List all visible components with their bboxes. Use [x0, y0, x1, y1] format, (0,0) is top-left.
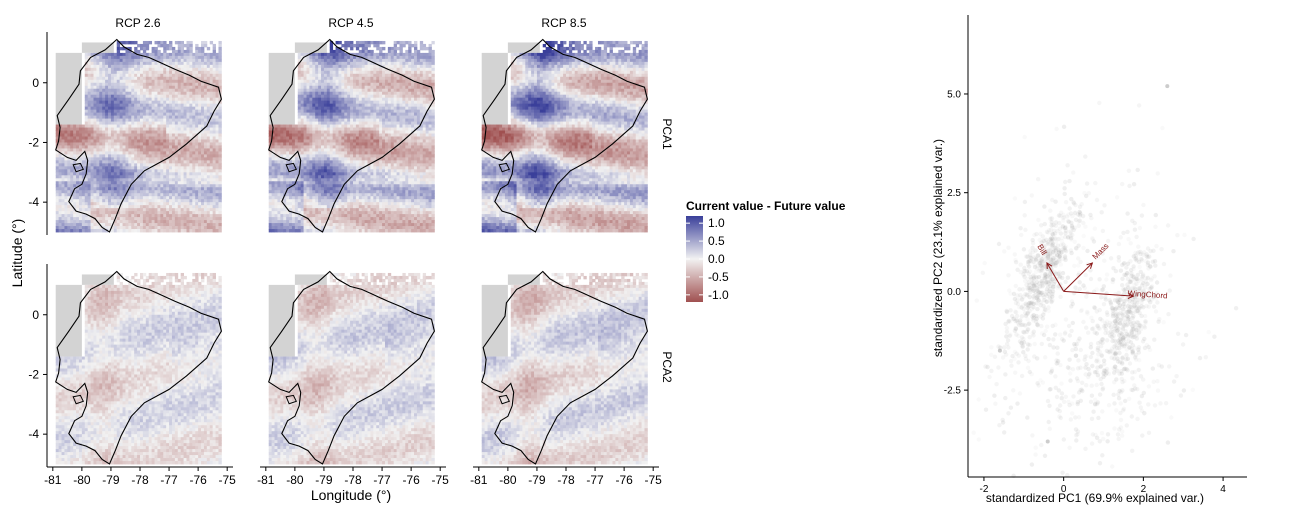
x-axis-title-maps: Longitude (°)	[311, 487, 391, 503]
y-tick-label: -4	[28, 195, 39, 209]
x-tick-label: -79	[528, 473, 546, 487]
legend: Current value - Future value 1.0 0.5 0.0 -0…	[686, 199, 846, 302]
strip-label-pca1: PCA1	[660, 118, 674, 150]
map-panel-pca1-1	[269, 40, 435, 233]
pca-y-tick-label: 0.0	[947, 287, 961, 298]
y-tick-label: -2	[28, 367, 39, 381]
legend-label: -1.0	[708, 288, 729, 302]
pca-x-axis-title: standardized PC1 (69.9% explained var.)	[986, 491, 1204, 505]
map-panel-pca2-1	[269, 272, 435, 465]
y-tick-label: -2	[28, 135, 39, 149]
x-tick-label: -78	[557, 473, 575, 487]
x-tick-label: -75	[645, 473, 663, 487]
x-tick-label: -76	[615, 473, 633, 487]
x-tick-label: -78	[344, 473, 362, 487]
strip-label-rcp45: RCP 4.5	[328, 16, 373, 30]
loading-label: Mass	[1091, 241, 1111, 261]
y-tick-label: -4	[28, 427, 39, 441]
x-tick-label: -77	[586, 473, 604, 487]
x-tick-label: -77	[160, 473, 178, 487]
na-region	[56, 285, 82, 357]
x-tick-label: -81	[470, 473, 488, 487]
x-tick-label: -80	[73, 473, 91, 487]
na-region	[295, 42, 327, 52]
map-panel-pca2-0	[56, 272, 222, 465]
na-region	[269, 285, 295, 357]
na-region	[482, 285, 508, 357]
legend-label: 0.0	[708, 252, 725, 266]
na-region	[269, 53, 295, 125]
pca-ticks: -2 0 2 4-2.50.02.55.0	[944, 89, 1227, 495]
strip-label-pca2: PCA2	[660, 351, 674, 383]
x-tick-label: -77	[373, 473, 391, 487]
na-region	[295, 274, 327, 284]
x-tick-label: -75	[219, 473, 237, 487]
legend-label: 1.0	[708, 216, 725, 230]
na-region	[82, 274, 114, 284]
pca-y-tick-label: 2.5	[947, 188, 961, 199]
map-panel-pca1-0	[56, 40, 222, 233]
y-axis-title-maps: Latitude (°)	[9, 219, 25, 288]
pca-y-tick-label: 5.0	[947, 89, 961, 100]
pca-points	[972, 84, 1239, 478]
legend-label: 0.5	[708, 234, 725, 248]
x-tick-label: -79	[102, 473, 120, 487]
legend-label: -0.5	[708, 270, 729, 284]
map-panel-pca2-2	[482, 272, 648, 465]
x-tick-label: -76	[402, 473, 420, 487]
x-tick-label: -81	[44, 473, 62, 487]
na-region	[82, 42, 114, 52]
strip-label-rcp26: RCP 2.6	[115, 16, 160, 30]
na-region	[482, 53, 508, 125]
pca-x-tick-label: 4	[1220, 484, 1226, 495]
y-tick-label: 0	[32, 308, 39, 322]
facet-grid	[56, 40, 648, 465]
na-region	[508, 274, 540, 284]
x-tick-label: -76	[189, 473, 207, 487]
map-panel-pca1-2	[482, 40, 648, 233]
x-tick-label: -78	[131, 473, 149, 487]
strip-label-rcp85: RCP 8.5	[541, 16, 586, 30]
y-tick-label: 0	[32, 76, 39, 90]
na-region	[508, 42, 540, 52]
pca-y-tick-label: -2.5	[944, 386, 962, 397]
na-region	[56, 53, 82, 125]
x-tick-label: -79	[315, 473, 333, 487]
pca-y-axis-title: standardized PC2 (23.1% explained var.)	[931, 139, 945, 357]
x-tick-label: -80	[286, 473, 304, 487]
x-tick-label: -75	[432, 473, 450, 487]
legend-title: Current value - Future value	[686, 199, 846, 213]
x-tick-label: -80	[499, 473, 517, 487]
x-tick-label: -81	[257, 473, 275, 487]
